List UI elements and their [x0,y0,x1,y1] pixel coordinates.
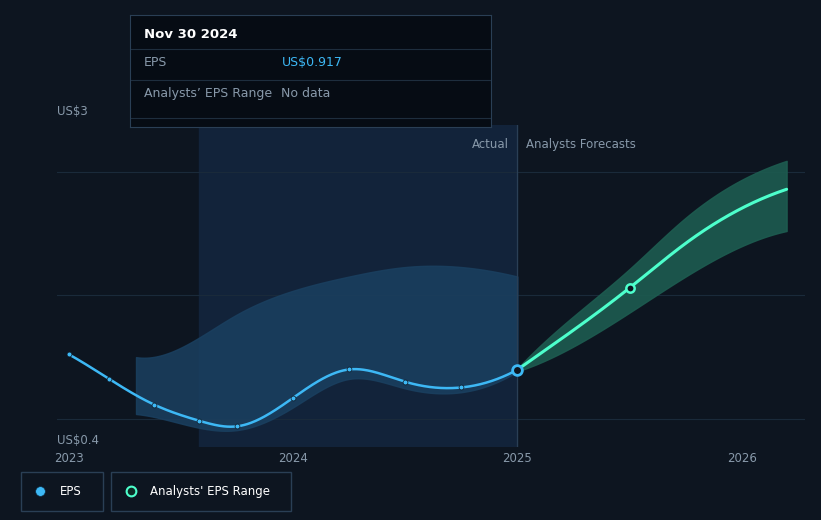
Bar [199,125,517,447]
Text: US$0.4: US$0.4 [57,434,99,447]
Text: Analysts’ EPS Range: Analysts’ EPS Range [144,87,273,100]
Text: US$3: US$3 [57,106,88,119]
Text: Nov 30 2024: Nov 30 2024 [144,29,237,42]
Text: Analysts Forecasts: Analysts Forecasts [526,138,636,151]
Text: EPS: EPS [144,57,167,70]
Text: No data: No data [282,87,331,100]
Text: Analysts' EPS Range: Analysts' EPS Range [150,485,270,498]
Text: EPS: EPS [60,485,81,498]
Text: US$0.917: US$0.917 [282,57,342,70]
FancyBboxPatch shape [111,472,291,511]
FancyBboxPatch shape [21,472,103,511]
Text: Actual: Actual [471,138,508,151]
